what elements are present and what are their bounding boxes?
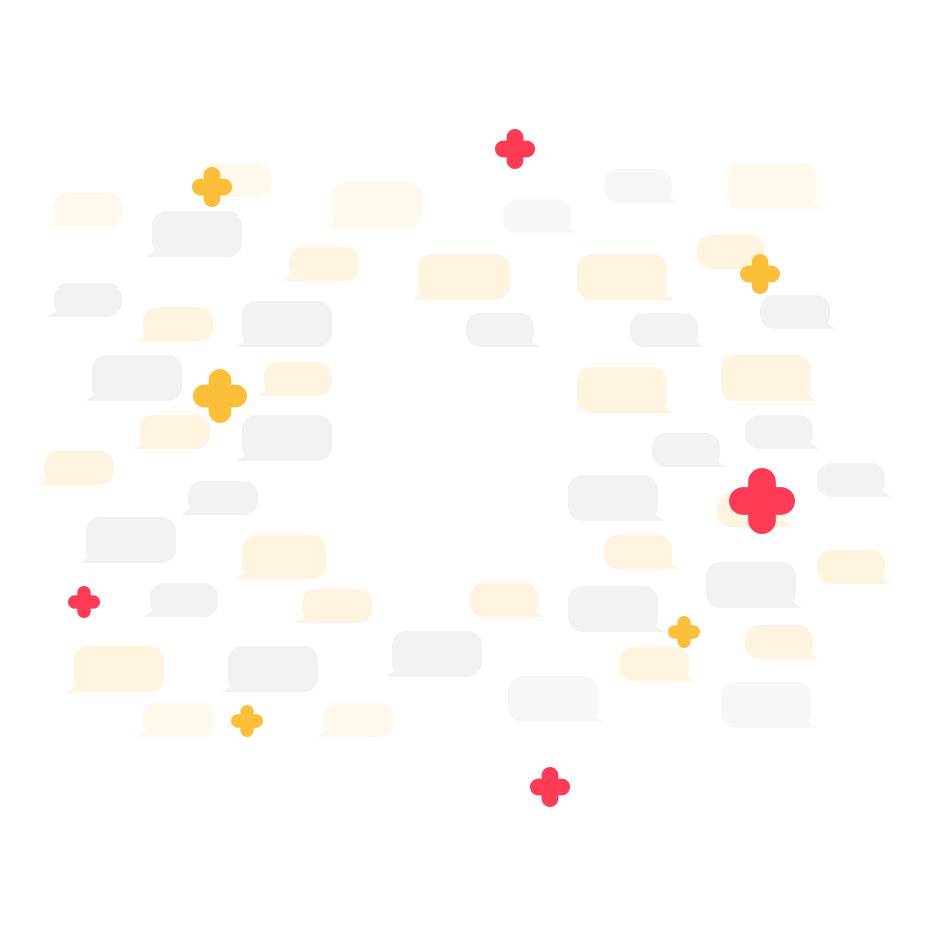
speech-bubble-icon — [146, 211, 242, 257]
speech-bubble-icon — [470, 583, 544, 617]
speech-bubble-icon — [236, 535, 326, 579]
speech-bubble-icon — [817, 463, 891, 497]
sparkle-group — [68, 129, 795, 807]
plus-sparkle-icon — [231, 705, 263, 737]
speech-bubble-icon — [568, 475, 664, 521]
speech-bubble-icon — [652, 433, 726, 467]
speech-bubble-icon — [38, 451, 114, 485]
speech-bubble-icon — [503, 199, 577, 233]
speech-bubble-icon — [134, 415, 210, 449]
speech-bubble-icon — [137, 703, 213, 737]
speech-bubble-icon — [68, 646, 164, 692]
speech-bubble-icon — [317, 703, 393, 737]
speech-bubble-icon — [577, 367, 673, 413]
speech-bubble-icon — [604, 535, 678, 569]
plus-sparkle-icon — [495, 129, 535, 169]
speech-bubble-icon — [222, 646, 318, 692]
speech-bubble-icon — [721, 682, 817, 728]
speech-bubble-icon — [236, 415, 332, 461]
speech-bubble-icon — [326, 182, 422, 228]
speech-bubble-icon — [182, 481, 258, 515]
speech-bubble-icon — [80, 517, 176, 563]
speech-bubble-icon — [568, 586, 664, 632]
plus-sparkle-icon — [193, 369, 247, 423]
speech-bubble-icon — [296, 589, 372, 623]
plus-sparkle-icon — [729, 468, 795, 534]
speech-bubble-icon — [47, 193, 123, 227]
speech-bubble-icon — [412, 254, 510, 300]
speech-bubble-icon — [630, 313, 704, 347]
speech-bubble-icon — [386, 631, 482, 677]
speech-bubble-icon — [86, 355, 182, 401]
speech-bubble-group — [38, 163, 891, 737]
speech-bubble-icon — [619, 647, 695, 681]
plus-sparkle-icon — [740, 254, 780, 294]
plus-sparkle-icon — [530, 767, 570, 807]
speech-bubble-icon — [144, 583, 218, 617]
plus-sparkle-icon — [668, 616, 700, 648]
speech-bubble-icon — [745, 625, 819, 659]
speech-bubble-icon — [258, 362, 332, 396]
speech-bubble-icon — [745, 415, 819, 449]
speech-bubble-icon — [137, 307, 213, 341]
speech-bubble-icon — [236, 301, 332, 347]
speech-bubble-icon — [577, 254, 673, 300]
speech-bubble-icon — [48, 283, 122, 317]
speech-bubble-icon — [817, 550, 891, 584]
speech-bubble-icon — [604, 169, 678, 203]
speech-bubble-icon — [721, 355, 817, 401]
speech-bubble-icon — [706, 562, 802, 608]
speech-bubble-icon — [508, 676, 604, 722]
speech-bubble-icon — [283, 247, 359, 281]
plus-sparkle-icon — [68, 586, 100, 618]
speech-bubble-icon — [466, 313, 540, 347]
speech-bubble-icon — [760, 295, 836, 329]
plus-sparkle-icon — [192, 167, 232, 207]
speech-bubble-icon — [727, 163, 823, 209]
